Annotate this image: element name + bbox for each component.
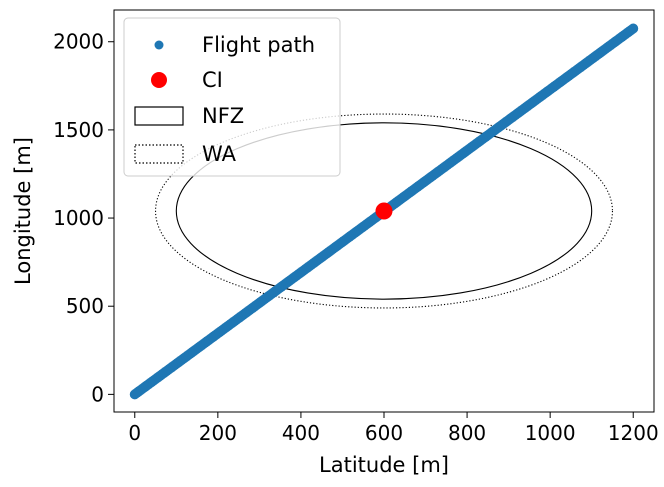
zone-nfz	[175, 122, 593, 300]
legend-marker-ci	[151, 72, 167, 88]
x-tick-label: 800	[448, 421, 486, 445]
y-tick-label: 1000	[53, 206, 104, 230]
y-tick-label: 0	[91, 382, 104, 406]
legend-label-ci: CI	[202, 68, 223, 92]
legend: Flight path CI NFZ WA	[123, 17, 341, 177]
y-axis: 0 500 1000 1500 2000	[53, 30, 114, 406]
ci-point	[375, 202, 393, 220]
legend-marker-flight-path	[154, 40, 164, 50]
x-axis: 0 200 400 600 800 1000 1200	[128, 412, 659, 445]
legend-marker-nfz	[134, 106, 184, 126]
x-tick-label: 600	[365, 421, 403, 445]
legend-box	[123, 17, 341, 177]
x-tick-label: 1200	[608, 421, 659, 445]
flight-path-point	[628, 23, 639, 34]
y-axis-label: Longitude [m]	[11, 137, 35, 285]
x-tick-label: 400	[282, 421, 320, 445]
x-tick-label: 0	[128, 421, 141, 445]
zone-wa	[154, 113, 614, 309]
y-tick-label: 1500	[53, 118, 104, 142]
y-tick-label: 2000	[53, 30, 104, 54]
legend-label-wa: WA	[202, 142, 237, 166]
y-tick-label: 500	[66, 294, 104, 318]
x-axis-label: Latitude [m]	[319, 453, 449, 477]
legend-marker-wa	[134, 144, 184, 164]
legend-label-nfz: NFZ	[202, 104, 244, 128]
plot-area	[129, 23, 639, 400]
x-tick-label: 1000	[525, 421, 576, 445]
x-tick-label: 200	[199, 421, 237, 445]
legend-label-flight-path: Flight path	[202, 33, 315, 57]
